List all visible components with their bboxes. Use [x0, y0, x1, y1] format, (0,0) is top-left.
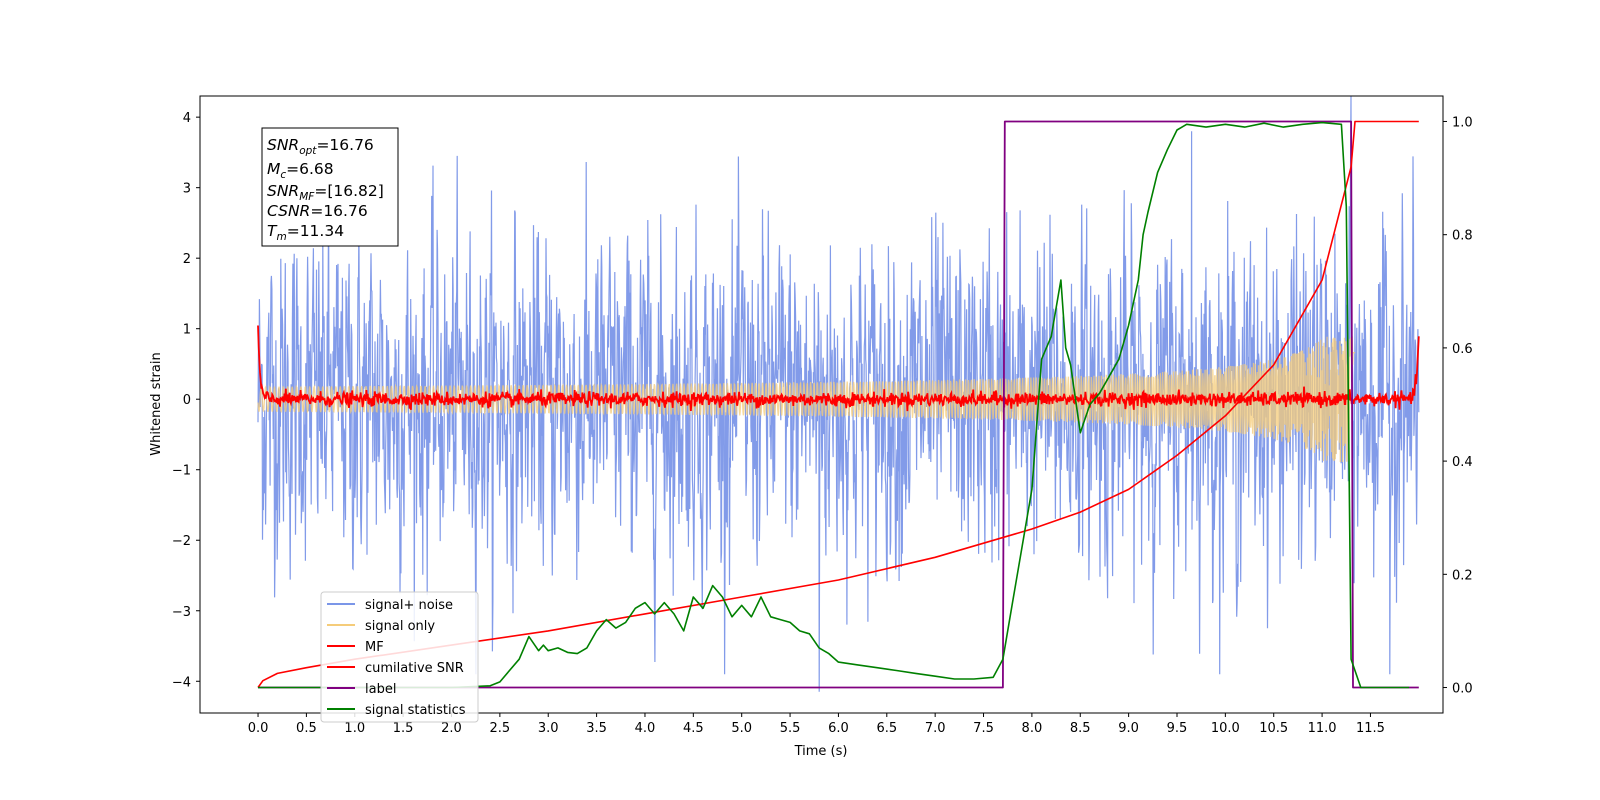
x-tick-label: 10.5 — [1259, 721, 1288, 736]
y-tick-label: 4 — [183, 111, 191, 126]
plot-frame — [199, 95, 1444, 714]
annotation-frame — [261, 127, 399, 247]
annotation-box: SNRopt=16.76 Mc=6.68 SNRMF=[16.82] CSNR=… — [261, 127, 399, 247]
annotation-mc: Mc=6.68 — [267, 160, 334, 181]
x-tick-label: 6.0 — [828, 721, 849, 736]
plot-series — [257, 96, 1420, 692]
x-axis-ticks: 0.0 0.5 1.0 1.5 2.0 2.5 3.0 3.5 4.0 4.5 5.0 5.5 6.0 6… — [248, 713, 1385, 736]
y2-tick-label: 0.0 — [1452, 682, 1473, 697]
x-tick-label: 0.5 — [296, 721, 317, 736]
y2-tick-label: 0.4 — [1452, 455, 1473, 470]
x-tick-label: 6.5 — [876, 721, 897, 736]
x-tick-label: 9.5 — [1167, 721, 1188, 736]
y2-tick-label: 0.6 — [1452, 342, 1473, 357]
y2-axis-ticks: 1.0 0.8 0.6 0.4 0.2 0.0 — [1443, 115, 1473, 697]
y-tick-label: 0 — [183, 393, 191, 408]
legend-entry-signal-only: signal only — [327, 619, 435, 634]
legend-label-signal-only: signal only — [365, 619, 435, 634]
legend-label-cumulative-snr: cumilative SNR — [365, 661, 464, 676]
annotation-tm: Tm=11.34 — [267, 222, 344, 243]
legend-label-mf: MF — [365, 640, 384, 655]
legend: signal+ noise signal only MF cumilative … — [320, 591, 479, 723]
y-tick-label: 1 — [183, 323, 191, 338]
y-tick-label: −1 — [172, 464, 191, 479]
x-tick-label: 3.0 — [538, 721, 559, 736]
legend-label-signal-statistics: signal statistics — [365, 703, 466, 718]
y2-tick-label: 1.0 — [1452, 115, 1473, 130]
y-tick-label: −2 — [172, 534, 191, 549]
annotation-snr-opt: SNRopt=16.76 — [267, 136, 374, 157]
x-tick-label: 7.5 — [973, 721, 994, 736]
y2-tick-label: 0.8 — [1452, 229, 1473, 244]
x-tick-label: 1.0 — [344, 721, 365, 736]
x-tick-label: 8.5 — [1070, 721, 1091, 736]
y-tick-label: 3 — [183, 182, 191, 197]
legend-entry-mf: MF — [327, 640, 384, 655]
x-tick-label: 11.5 — [1356, 721, 1385, 736]
y2-tick-label: 0.2 — [1452, 568, 1473, 583]
y-tick-label: 2 — [183, 252, 191, 267]
legend-entry-signal-statistics: signal statistics — [327, 703, 466, 718]
x-tick-label: 4.0 — [635, 721, 656, 736]
x-tick-label: 2.0 — [441, 721, 462, 736]
x-tick-label: 9.0 — [1118, 721, 1139, 736]
legend-label-signal-noise: signal+ noise — [365, 598, 453, 613]
x-axis-label: Time (s) — [794, 744, 848, 759]
legend-entry-label: label — [327, 682, 396, 697]
x-tick-label: 5.0 — [731, 721, 752, 736]
x-tick-label: 10.0 — [1211, 721, 1240, 736]
legend-entry-cumulative-snr: cumilative SNR — [327, 661, 464, 676]
x-tick-label: 5.5 — [780, 721, 801, 736]
series-signal-statistics — [258, 121, 1410, 689]
legend-label-label: label — [365, 682, 396, 697]
annotation-csnr: CSNR=16.76 — [267, 202, 368, 220]
series-mf — [257, 325, 1420, 412]
x-tick-label: 3.5 — [586, 721, 607, 736]
y-tick-label: −3 — [172, 605, 191, 620]
legend-frame — [320, 591, 479, 723]
y-tick-label: −4 — [172, 675, 191, 690]
x-tick-label: 11.0 — [1308, 721, 1337, 736]
x-tick-label: 4.5 — [683, 721, 704, 736]
y-axis-label: Whitened strain — [149, 352, 164, 455]
y-axis-ticks: 4 3 2 1 0 −1 −2 −3 −4 — [172, 111, 200, 690]
legend-entry-signal-noise: signal+ noise — [327, 598, 453, 613]
x-tick-label: 2.5 — [490, 721, 511, 736]
x-tick-label: 8.0 — [1022, 721, 1043, 736]
x-tick-label: 0.0 — [248, 721, 269, 736]
annotation-snr-mf: SNRMF=[16.82] — [267, 182, 384, 203]
x-tick-label: 1.5 — [393, 721, 414, 736]
x-tick-label: 7.0 — [925, 721, 946, 736]
